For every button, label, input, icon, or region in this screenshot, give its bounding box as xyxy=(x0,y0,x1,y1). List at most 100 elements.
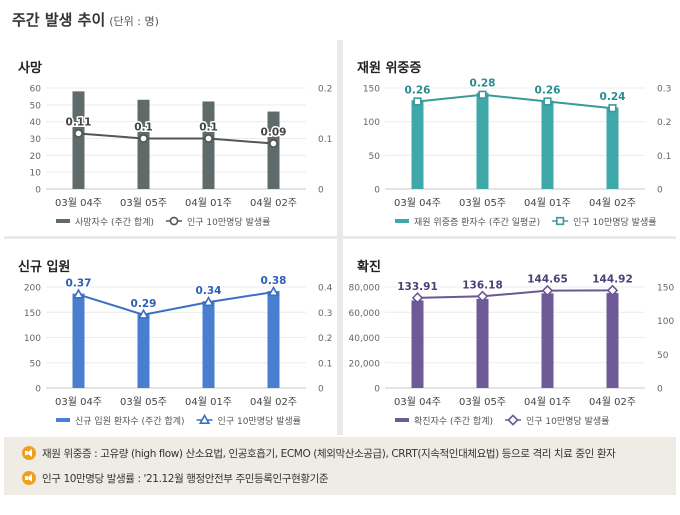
data-label: 0.28 xyxy=(470,78,496,90)
legend-line-label: 인구 10만명당 발생률 xyxy=(218,416,301,427)
data-label: 0.37 xyxy=(66,278,92,290)
y-tick-right: 50 xyxy=(657,351,669,361)
y-tick-left: 100 xyxy=(24,334,41,344)
line-point xyxy=(543,97,552,106)
y-tick-right: 0 xyxy=(318,385,324,395)
data-label: 136.18 xyxy=(462,279,503,291)
legend-bar-swatch xyxy=(56,418,70,422)
legend-bar-label: 확진자수 (주간 합계) xyxy=(414,415,493,427)
legend-bar-label: 재원 위중증 환자수 (주간 일평균) xyxy=(414,216,540,228)
line-point xyxy=(608,104,617,113)
panel-title-deaths: 사망 xyxy=(18,61,42,76)
bar xyxy=(606,107,619,189)
bar xyxy=(476,92,489,189)
y-tick-right: 0.3 xyxy=(318,309,332,319)
note-text: 재원 위중증 : 고유량 (high flow) 산소요법, 인공호흡기, EC… xyxy=(42,448,616,460)
y-tick-left: 60,000 xyxy=(349,309,381,319)
y-tick-left: 50 xyxy=(30,359,42,369)
data-label: 0.29 xyxy=(131,298,157,310)
panel-admissions: 0 50 100 150 200 0 0.1 0.2 0.3 0.4 0.37 0.29 0.34 0.3… xyxy=(4,239,337,435)
page-title-text: 주간 발생 추이 xyxy=(12,11,106,29)
line-point xyxy=(72,288,85,299)
panel-deaths: 0 10 20 30 40 50 60 0 0.1 0.2 0.11 0.1 0.1 0.09 03월 04… xyxy=(4,40,337,236)
panel-title-confirmed: 확진 xyxy=(357,260,381,275)
line-point xyxy=(137,308,150,319)
legend-bar-swatch xyxy=(56,219,70,223)
page-title: 주간 발생 추이 (단위 : 명) xyxy=(12,9,159,30)
data-label: 133.91 xyxy=(397,281,438,293)
legend-line-label: 인구 10만명당 발생률 xyxy=(187,217,270,228)
y-tick-right: 0.1 xyxy=(318,135,332,145)
y-tick-left: 100 xyxy=(363,118,380,128)
legend-bar-swatch xyxy=(395,219,409,223)
line-point xyxy=(411,292,424,304)
legend: 재원 위중증 환자수 (주간 일평균) 인구 10만명당 발생률 xyxy=(395,216,657,228)
line-point xyxy=(413,97,422,106)
y-tick-left: 0 xyxy=(374,186,380,196)
line-point xyxy=(267,285,280,297)
y-tick-right: 0 xyxy=(318,186,324,196)
note-rate-basis: 인구 10만명당 발생률 : '21.12월 행정안전부 주민등록인구현황기준 xyxy=(22,471,329,486)
line-point xyxy=(556,216,565,226)
line-point xyxy=(198,413,211,424)
x-tick-label: 03월 05주 xyxy=(459,396,506,408)
line-point xyxy=(74,129,83,138)
y-tick-left: 40 xyxy=(30,118,42,128)
data-label: 0.24 xyxy=(600,91,626,103)
data-label: 0.38 xyxy=(261,275,287,287)
x-tick-label: 04월 02주 xyxy=(250,197,297,209)
bar xyxy=(606,293,619,388)
y-tick-right: 0.2 xyxy=(318,334,332,344)
data-label: 0.11 xyxy=(66,116,92,128)
data-label: 0.1 xyxy=(134,122,153,134)
y-tick-left: 150 xyxy=(363,85,380,95)
panel-critical: 0 50 100 150 0 0.1 0.2 0.3 0.26 0.28 0.26 0.24 03월 0… xyxy=(343,40,676,236)
bar xyxy=(137,313,150,388)
line-point xyxy=(606,284,619,297)
line-point xyxy=(476,290,489,303)
unit-label: (단위 : 명) xyxy=(109,15,159,28)
bar xyxy=(411,100,424,189)
panel-title-admissions: 신규 입원 xyxy=(18,260,71,275)
y-tick-right: 100 xyxy=(657,317,674,327)
note-text: 인구 10만명당 발생률 : '21.12월 행정안전부 주민등록인구현황기준 xyxy=(42,473,329,485)
data-label: 144.92 xyxy=(592,273,633,285)
y-tick-left: 10 xyxy=(30,169,42,179)
x-tick-label: 04월 02주 xyxy=(589,197,636,209)
bar xyxy=(267,111,280,189)
panel-confirmed: 0 20,000 40,000 60,000 80,000 0 50 100 150 133.91… xyxy=(343,239,676,435)
line-point xyxy=(478,90,487,99)
bar xyxy=(72,91,85,189)
data-label: 0.09 xyxy=(261,127,287,139)
legend: 사망자수 (주간 합계) 인구 10만명당 발생률 xyxy=(56,216,270,228)
data-label: 0.26 xyxy=(405,84,431,96)
chart-grid: 0 10 20 30 40 50 60 0 0.1 0.2 0.11 0.1 0.1 0.09 03월 04… xyxy=(4,40,676,435)
line-point xyxy=(204,134,213,143)
line-point xyxy=(139,134,148,143)
bar xyxy=(202,101,215,189)
notes-box: 재원 위중증 : 고유량 (high flow) 산소요법, 인공호흡기, EC… xyxy=(4,437,676,495)
data-label: 144.65 xyxy=(527,274,568,286)
chart-confirmed: 0 20,000 40,000 60,000 80,000 0 50 100 150 133.91… xyxy=(349,272,675,427)
y-tick-left: 20,000 xyxy=(349,359,381,369)
y-tick-right: 0.1 xyxy=(318,359,332,369)
series-line xyxy=(417,93,613,110)
y-tick-left: 80,000 xyxy=(349,284,381,294)
series-line xyxy=(417,289,613,299)
line-point xyxy=(269,139,278,148)
legend-bar-swatch xyxy=(395,418,409,422)
legend-bar-label: 신규 입원 환자수 (주간 합계) xyxy=(75,415,185,427)
y-tick-right: 0 xyxy=(657,186,663,196)
x-tick-label: 04월 02주 xyxy=(589,396,636,408)
x-tick-label: 04월 01주 xyxy=(524,197,571,209)
y-tick-right: 0.1 xyxy=(657,152,671,162)
x-tick-label: 03월 04주 xyxy=(394,396,441,408)
x-tick-label: 03월 04주 xyxy=(55,197,102,209)
series-line xyxy=(78,291,274,316)
x-tick-label: 03월 05주 xyxy=(120,197,167,209)
bar xyxy=(267,291,280,388)
bar xyxy=(541,100,554,189)
y-tick-right: 0.4 xyxy=(318,284,333,294)
y-tick-right: 0 xyxy=(657,385,663,395)
bar xyxy=(476,298,489,388)
